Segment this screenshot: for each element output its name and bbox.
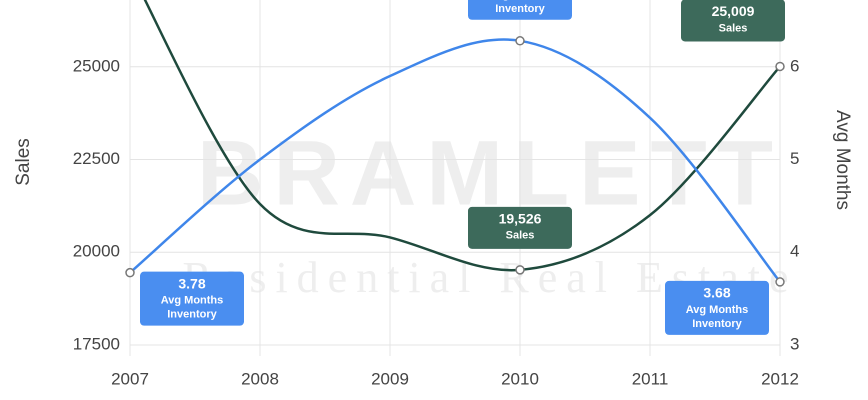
y2-tick-label: 4 [790, 242, 799, 261]
y-axis-title: Sales [13, 138, 34, 186]
y2-tick-label: 6 [790, 56, 799, 75]
y2-tick-label: 5 [790, 149, 799, 168]
y2-tick-label: 3 [790, 334, 799, 353]
series-line [143, 0, 781, 272]
callout-caption: Sales [719, 22, 748, 34]
point [515, 36, 525, 46]
point [775, 277, 785, 287]
x-tick-label: 2008 [241, 369, 279, 388]
data-label: 3.78 [178, 275, 205, 291]
y-tick-label: 20000 [73, 242, 120, 261]
x-tick-label: 2009 [371, 369, 409, 388]
point [775, 61, 785, 72]
series-line [129, 38, 781, 283]
callout-box [665, 280, 769, 335]
callout-box [468, 0, 572, 20]
x-tick-label: 2011 [632, 369, 669, 388]
data-label: 19,526 [499, 211, 542, 227]
callout-box [681, 0, 785, 42]
point [515, 265, 525, 275]
y-tick-label: 22500 [73, 149, 120, 168]
y-tick-label: 25000 [73, 56, 120, 75]
y-tick-label: 17500 [73, 334, 120, 353]
x-tick-label: 2010 [501, 369, 539, 388]
point [125, 267, 135, 278]
data-label: 3.68 [703, 285, 730, 301]
x-tick-label: 2012 [761, 369, 799, 388]
callout-box [468, 206, 572, 249]
callout-caption: Sales [506, 230, 535, 242]
x-tick-label: 2007 [111, 369, 149, 388]
y2-axis-title: Avg Months [832, 110, 853, 210]
data-label: 25,009 [712, 3, 755, 19]
callout-box [140, 271, 244, 326]
